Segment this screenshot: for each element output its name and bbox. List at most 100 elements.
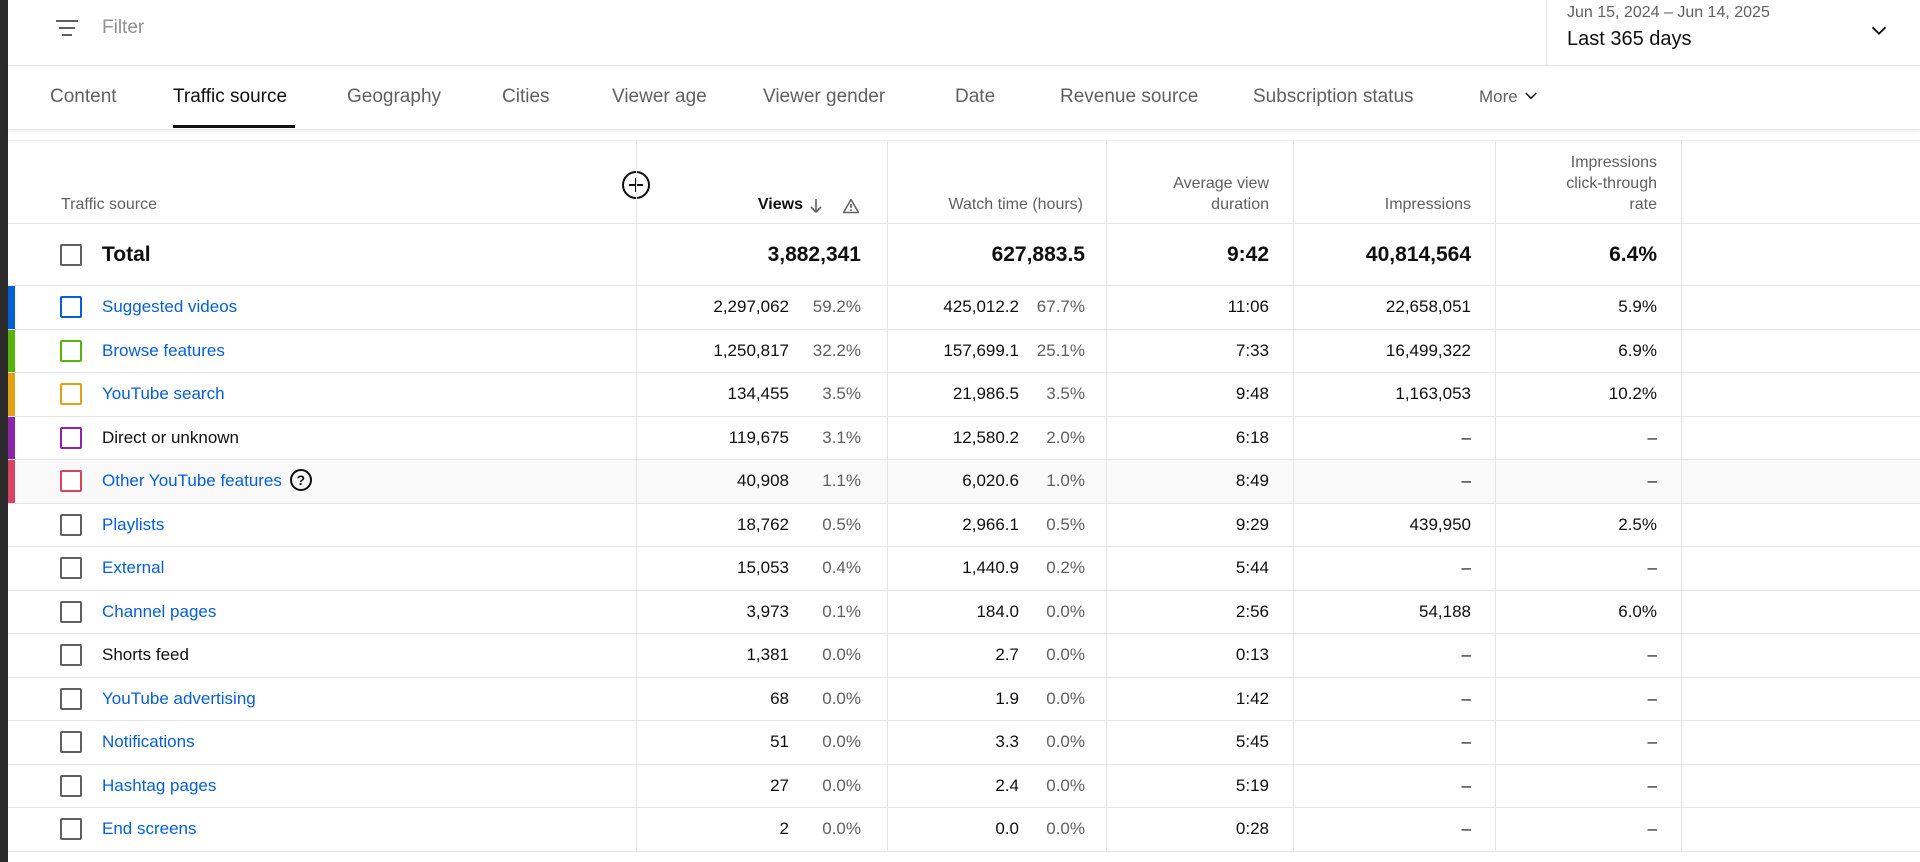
row-checkbox[interactable] (60, 731, 82, 753)
avd-value: 7:33 (1235, 340, 1269, 360)
views-percent: 3.5% (822, 384, 861, 403)
ctr-value: 6.0% (1618, 601, 1657, 621)
tab-viewer-gender[interactable]: Viewer gender (763, 86, 886, 107)
ctr-value: 10.2% (1608, 384, 1657, 403)
impressions-value: – (1461, 775, 1471, 795)
views-percent: 1.1% (822, 471, 861, 490)
views-value: 2 (779, 819, 789, 838)
table-row[interactable]: External 15,053 0.4% 1,440.9 0.2% 5:44 – – (8, 547, 1920, 591)
row-checkbox[interactable] (60, 296, 82, 318)
traffic-source-label: YouTube search (102, 384, 225, 403)
date-range-text: Jun 15, 2024 – Jun 14, 2025 (1567, 4, 1770, 21)
table-row[interactable]: Notifications 51 0.0% 3.3 0.0% 5:45 – – (8, 721, 1920, 765)
row-checkbox[interactable] (60, 774, 82, 797)
header-avd-line1: Average view (1173, 175, 1269, 192)
impressions-value: – (1461, 732, 1471, 751)
tab-viewer-age[interactable]: Viewer age (612, 86, 707, 107)
header-impressions-ctr[interactable]: Impressions click-through rate (1566, 152, 1657, 215)
traffic-source-name[interactable]: YouTube search (102, 384, 225, 404)
date-range-label: Last 365 days (1567, 28, 1692, 50)
watch-time-value: 6,020.6 (962, 471, 1019, 490)
header-ctr-line2: click-through (1566, 175, 1657, 192)
traffic-source-name[interactable]: Suggested videos (102, 297, 237, 317)
row-checkbox[interactable] (60, 426, 82, 449)
warning-icon[interactable] (842, 198, 860, 214)
filter-input[interactable]: Filter (102, 17, 145, 38)
tab-more[interactable]: More (1479, 87, 1540, 107)
total-impressions: 40,814,564 (1365, 243, 1471, 266)
traffic-source-name[interactable]: Playlists (102, 515, 164, 535)
table-row[interactable]: End screens 2 0.0% 0.0 0.0% 0:28 – – (8, 808, 1920, 852)
tab-content[interactable]: Content (50, 86, 117, 107)
header-views[interactable]: Views (757, 196, 803, 213)
traffic-source-name[interactable]: Channel pages (102, 602, 216, 622)
row-checkbox[interactable] (60, 557, 82, 579)
arrow-down-icon[interactable] (808, 197, 824, 215)
views-percent: 0.1% (822, 601, 861, 621)
watch-time-percent: 0.0% (1046, 645, 1085, 664)
total-checkbox[interactable] (60, 244, 82, 266)
traffic-source-name[interactable]: Hashtag pages (102, 776, 216, 796)
date-range-picker[interactable]: Jun 15, 2024 – Jun 14, 2025 Last 365 day… (1546, 0, 1920, 66)
row-checkbox[interactable] (60, 513, 82, 536)
tab-geography[interactable]: Geography (347, 86, 442, 107)
header-avd-line2: duration (1211, 196, 1269, 213)
traffic-source-label: End screens (102, 819, 197, 838)
traffic-source-name[interactable]: Browse features (102, 341, 225, 361)
tab-subscription-status[interactable]: Subscription status (1253, 86, 1414, 107)
filter-icon[interactable] (54, 18, 80, 38)
total-views: 3,882,341 (767, 243, 861, 266)
tab-traffic-source[interactable]: Traffic source (173, 86, 288, 107)
traffic-source-name[interactable]: Notifications (102, 732, 195, 752)
row-checkbox[interactable] (60, 339, 82, 362)
table-row[interactable]: Browse features 1,250,817 32.2% 157,699.1 25… (8, 329, 1920, 373)
impressions-value: 1,163,053 (1395, 384, 1471, 403)
tab-more-label: More (1479, 87, 1518, 106)
views-percent: 0.0% (822, 645, 861, 664)
tab-revenue-source[interactable]: Revenue source (1060, 86, 1199, 107)
row-checkbox[interactable] (60, 818, 82, 840)
table-row[interactable]: YouTube search 134,455 3.5% 21,986.5 3.5% 9:4… (8, 373, 1920, 417)
traffic-source-name[interactable]: Other YouTube features? (102, 469, 312, 492)
table-row[interactable]: Hashtag pages 27 0.0% 2.4 0.0% 5:19 – – (8, 765, 1920, 808)
traffic-source-name[interactable]: YouTube advertising (102, 689, 256, 709)
header-watch-time[interactable]: Watch time (hours) (948, 196, 1083, 213)
series-color-bar (8, 286, 15, 329)
watch-time-percent: 0.0% (1046, 732, 1085, 751)
views-percent: 0.0% (822, 775, 861, 795)
help-icon[interactable]: ? (289, 469, 312, 492)
tab-cities[interactable]: Cities (502, 86, 550, 107)
ctr-value: – (1647, 558, 1657, 577)
window-edge (0, 0, 8, 862)
traffic-source-label: Playlists (102, 514, 165, 534)
report-tabs: Content Traffic source Geography Cities … (8, 66, 1920, 130)
traffic-source-label: Hashtag pages (102, 775, 217, 795)
row-checkbox[interactable] (60, 600, 82, 623)
views-value: 68 (770, 688, 789, 708)
views-value: 119,675 (728, 427, 789, 447)
tab-date[interactable]: Date (955, 86, 996, 107)
traffic-source-name[interactable]: End screens (102, 819, 197, 839)
table-row[interactable]: Channel pages 3,973 0.1% 184.0 0.0% 2:56 54,18… (8, 591, 1920, 634)
impressions-value: 54,188 (1419, 601, 1471, 621)
row-checkbox[interactable] (60, 383, 82, 405)
row-checkbox[interactable] (60, 687, 82, 710)
header-impressions[interactable]: Impressions (1384, 196, 1471, 213)
table-row[interactable]: YouTube advertising 68 0.0% 1.9 0.0% 1:42 – – (8, 678, 1920, 721)
header-average-view-duration[interactable]: Average view duration (1173, 173, 1269, 215)
table-row[interactable]: Shorts feed 1,381 0.0% 2.7 0.0% 0:13 – – (8, 634, 1920, 678)
table-row[interactable]: Suggested videos 2,297,062 59.2% 425,012.2 6… (8, 286, 1920, 330)
row-checkbox[interactable] (60, 644, 82, 666)
impressions-value: – (1461, 645, 1471, 664)
chevron-down-icon[interactable] (1868, 20, 1890, 42)
traffic-source-label: Notifications (102, 732, 195, 751)
row-checkbox[interactable] (60, 470, 82, 492)
table-row[interactable]: Playlists 18,762 0.5% 2,966.1 0.5% 9:29 439,95… (8, 504, 1920, 547)
total-label: Total (102, 243, 151, 266)
table-row[interactable]: Other YouTube features? 40,908 1.1% 6,020.6… (8, 460, 1920, 504)
traffic-source-name[interactable]: External (102, 558, 164, 578)
header-traffic-source[interactable]: Traffic source (61, 196, 158, 213)
views-value: 1,250,817 (713, 340, 789, 360)
watch-time-value: 3.3 (995, 732, 1019, 751)
table-row[interactable]: Direct or unknown 119,675 3.1% 12,580.2 2.0%… (8, 416, 1920, 460)
